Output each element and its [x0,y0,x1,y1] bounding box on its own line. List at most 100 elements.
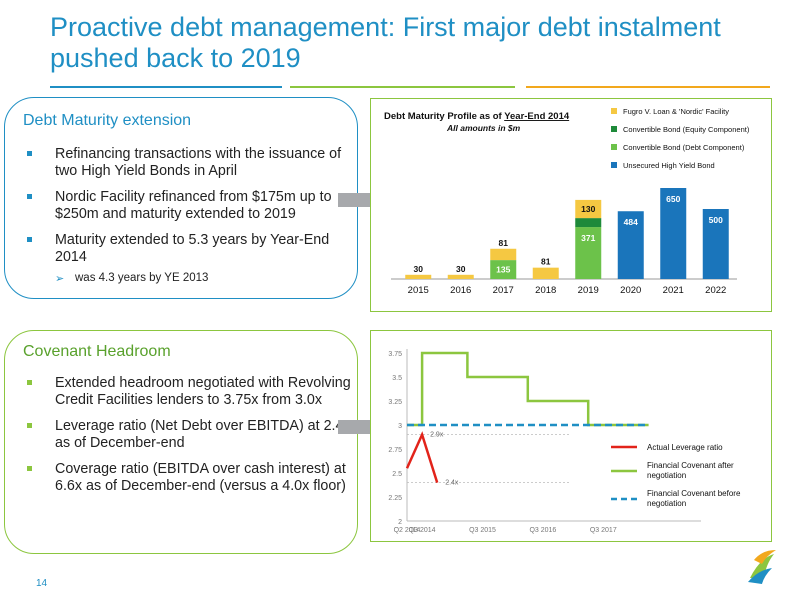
x-tick-label: 2019 [578,285,599,296]
bullet-item: Extended headroom negotiated with Revolv… [21,375,351,409]
bar-segment [575,227,602,279]
y-tick-label: 3 [398,423,402,430]
slide-title: Proactive debt management: First major d… [50,12,721,73]
legend-label: Convertible Bond (Equity Component) [623,125,750,134]
x-tick-label: 2017 [493,285,514,296]
legend-swatch [611,162,617,168]
x-tick-label: Q2 2014 [394,527,421,534]
debt-maturity-bullets: Refinancing transactions with the issuan… [21,146,351,275]
series-line [405,431,439,483]
legend-label: negotiation [647,471,686,480]
bar-value-label: 135 [496,265,510,275]
bullet-item: Coverage ratio (EBITDA over cash interes… [21,461,351,495]
legend-label: Fugro V. Loan & 'Nordic' Facility [623,107,729,116]
x-tick-label: Q3 2017 [590,527,617,534]
sub-bullet-text: was 4.3 years by YE 2013 [75,272,209,284]
debt-maturity-card: Debt Maturity extension Refinancing tran… [4,97,358,299]
bar-segment [575,218,602,228]
debt-maturity-heading: Debt Maturity extension [23,112,192,129]
bar-segment [447,274,474,279]
debt-maturity-chart-svg: Debt Maturity Profile as of Year-End 201… [384,107,750,296]
title-rule-blue [50,86,282,88]
x-tick-label: Q3 2014 [409,527,436,534]
bar-value-label: 371 [581,233,595,243]
chart-title-year: Year-End 2014 [504,111,570,122]
covenant-card: Covenant Headroom Extended headroom nego… [4,330,358,554]
x-tick-label: Q3 2016 [529,527,556,534]
x-tick-label: 2022 [705,285,726,296]
chart-title-part: Debt Maturity Profile as of [384,111,504,122]
legend-label: negotiation [647,499,686,508]
legend-label: Financial Covenant after [647,461,734,470]
bar-value-label: 130 [581,204,595,214]
legend-swatch [611,144,617,150]
company-logo-icon [748,550,776,584]
debt-maturity-chart: Debt Maturity Profile as of Year-End 201… [370,98,772,312]
annotation-label: 2.4x [445,480,459,487]
bar-segment [617,211,644,279]
y-tick-label: 3.5 [392,375,402,382]
y-tick-label: 3.25 [388,399,402,406]
bullet-item: Maturity extended to 5.3 years by Year-E… [21,232,351,266]
series-line [407,351,649,427]
square-bullet-icon [27,237,32,242]
square-bullet-icon [27,194,32,199]
bar-value-label: 81 [499,238,509,248]
bar-segment [660,188,687,279]
bullet-text: Extended headroom negotiated with Revolv… [55,375,351,408]
bar-segment [405,274,432,279]
x-tick-label: 2015 [408,285,429,296]
x-tick-label: 2018 [535,285,556,296]
legend-swatch [611,126,617,132]
bar-segment [490,248,517,261]
x-tick-label: Q3 2015 [469,527,496,534]
bullet-item: Nordic Facility refinanced from $175m up… [21,189,351,223]
bar-value-label: 484 [624,217,638,227]
square-bullet-icon [27,423,32,428]
legend-label: Actual Leverage ratio [647,443,723,452]
bar-value-label: 30 [414,264,424,274]
bullet-text: Maturity extended to 5.3 years by Year-E… [55,232,330,265]
bar-value-label: 81 [541,257,551,267]
legend-swatch [611,108,617,114]
y-tick-label: 2.75 [388,447,402,454]
arrow-bullet-icon: ➢ [55,273,65,285]
y-tick-label: 2.5 [392,471,402,478]
x-tick-label: 2020 [620,285,641,296]
bar-segment [532,267,559,279]
y-tick-label: 2.25 [388,495,402,502]
legend-label: Financial Covenant before [647,489,741,498]
title-rule-orange [526,86,770,88]
y-tick-label: 3.75 [388,351,402,358]
covenant-bullets: Extended headroom negotiated with Revolv… [21,375,351,504]
bar-value-label: 500 [709,215,723,225]
bullet-text: Coverage ratio (EBITDA over cash interes… [55,461,346,494]
square-bullet-icon [27,151,32,156]
bar-segment [575,199,602,219]
bar-segment [490,260,517,279]
chart-subtitle: All amounts in $m [446,123,521,133]
bar-value-label: 30 [456,264,466,274]
page-number: 14 [36,578,48,589]
annotation-label: 2.9x [430,432,444,439]
legend-label: Convertible Bond (Debt Component) [623,143,745,152]
x-tick-label: 2021 [663,285,684,296]
bullet-item: Leverage ratio (Net Debt over EBITDA) at… [21,418,351,452]
square-bullet-icon [27,380,32,385]
title-rule-green [290,86,515,88]
bar-segment [702,209,729,279]
bullet-text: Nordic Facility refinanced from $175m up… [55,189,332,222]
x-tick-label: 2016 [450,285,471,296]
y-tick-label: 2 [398,519,402,526]
square-bullet-icon [27,466,32,471]
bullet-text: Refinancing transactions with the issuan… [55,146,342,179]
bullet-item: Refinancing transactions with the issuan… [21,146,351,180]
svg-text:Debt Maturity Profile as of Ye: Debt Maturity Profile as of Year-End 201… [384,111,570,122]
covenant-heading: Covenant Headroom [23,343,171,360]
covenant-chart: 2 2.25 2.5 2.75 3 3.25 3.5 3.75 Q2 2014 Q3 2014 Q3… [370,330,772,542]
legend-label: Unsecured High Yield Bond [623,161,715,170]
bar-value-label: 650 [666,194,680,204]
bullet-text: Leverage ratio (Net Debt over EBITDA) at… [55,418,351,451]
sub-bullet: ➢ was 4.3 years by YE 2013 [21,272,209,285]
